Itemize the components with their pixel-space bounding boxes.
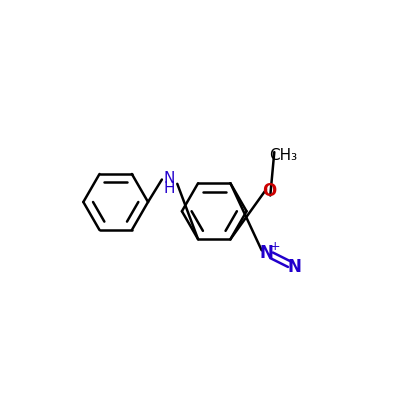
Text: +: +	[270, 240, 280, 253]
Text: H: H	[164, 181, 175, 196]
Text: N: N	[287, 258, 301, 276]
Text: O: O	[262, 182, 277, 200]
Text: N: N	[260, 244, 274, 262]
Text: CH₃: CH₃	[270, 148, 298, 163]
Text: N: N	[164, 171, 175, 186]
